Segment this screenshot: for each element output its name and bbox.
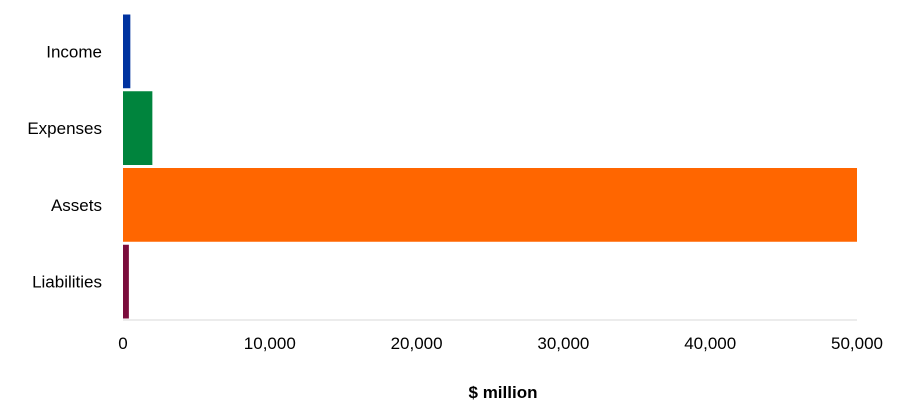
- category-labels: Income Expenses Assets Liabilities: [27, 42, 102, 291]
- category-label-liabilities: Liabilities: [32, 273, 102, 292]
- bars-group: [123, 14, 857, 319]
- category-label-assets: Assets: [51, 196, 102, 215]
- bar-expenses: [123, 91, 153, 165]
- x-tick-label: 20,000: [391, 334, 443, 353]
- x-tick-label: 50,000: [831, 334, 883, 353]
- x-axis-title: $ million: [469, 383, 538, 402]
- x-tick-labels: 0 10,000 20,000 30,000 40,000 50,000: [118, 334, 883, 353]
- bar-income: [123, 14, 131, 89]
- category-label-expenses: Expenses: [27, 119, 102, 138]
- category-label-income: Income: [46, 42, 102, 61]
- bar-liabilities: [123, 244, 129, 319]
- bar-assets: [123, 168, 857, 242]
- x-tick-label: 0: [118, 334, 127, 353]
- x-tick-label: 30,000: [537, 334, 589, 353]
- x-tick-label: 10,000: [244, 334, 296, 353]
- x-tick-label: 40,000: [684, 334, 736, 353]
